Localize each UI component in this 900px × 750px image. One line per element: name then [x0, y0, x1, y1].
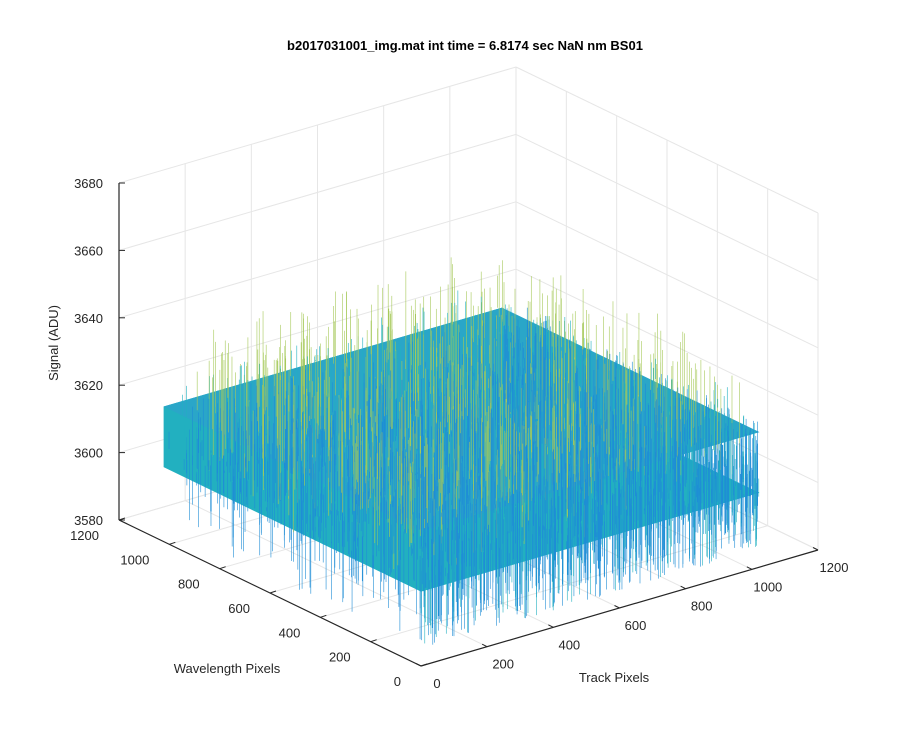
- y-tick-mark: [169, 541, 176, 545]
- z-tick-label: 3620: [74, 378, 103, 393]
- x-tick-label: 1000: [753, 579, 782, 594]
- y-tick-label: 400: [279, 625, 301, 640]
- x-tick-label: 200: [492, 657, 514, 672]
- x-tick-label: 800: [691, 599, 713, 614]
- y-tick-label: 1000: [120, 552, 149, 567]
- surface-mesh: [163, 257, 760, 645]
- y-tick-label: 800: [178, 577, 200, 592]
- grid-line: [515, 66, 819, 214]
- x-tick-label: 0: [433, 676, 440, 691]
- x-axis-label: Track Pixels: [579, 670, 650, 685]
- y-tick-mark: [420, 663, 428, 667]
- x-tick-label: 1200: [820, 560, 849, 575]
- x-tick-mark: [614, 605, 620, 609]
- z-tick-label: 3660: [74, 243, 103, 258]
- z-tick-label: 3640: [74, 311, 103, 326]
- y-tick-label: 600: [228, 601, 250, 616]
- grid-line: [118, 133, 517, 251]
- z-tick-label: 3680: [74, 176, 103, 191]
- grid-line: [118, 268, 517, 386]
- grid-line: [118, 201, 517, 319]
- grid-line: [515, 133, 819, 281]
- y-tick-label: 0: [394, 674, 401, 689]
- x-tick-mark: [680, 585, 686, 590]
- x-tick-label: 600: [625, 618, 647, 633]
- y-tick-mark: [370, 639, 377, 643]
- axes-lines: [118, 182, 819, 667]
- x-tick-mark: [415, 663, 422, 667]
- grid-line: [515, 268, 819, 416]
- y-tick-mark: [320, 614, 327, 618]
- chart-title: b2017031001_img.mat int time = 6.8174 se…: [287, 38, 643, 53]
- x-tick-mark: [812, 547, 819, 551]
- z-tick-label: 3580: [74, 513, 103, 528]
- x-tick-mark: [548, 624, 554, 628]
- y-tick-mark: [269, 590, 277, 594]
- y-axis-label: Wavelength Pixels: [174, 661, 281, 676]
- z-axis-label: Signal (ADU): [46, 305, 61, 381]
- y-tick-label: 1200: [70, 528, 99, 543]
- grid-line: [515, 201, 819, 349]
- x-tick-label: 400: [558, 637, 580, 652]
- grid-line: [370, 525, 768, 643]
- y-tick-mark: [219, 566, 226, 570]
- x-tick-mark: [746, 566, 753, 570]
- y-tick-label: 200: [329, 650, 351, 665]
- x-tick-mark: [481, 643, 488, 648]
- tick-labels: 0 200 400 600 800 1000 1200 0 200 400 600 800 1000 12…: [70, 176, 848, 691]
- grid-line: [118, 66, 517, 184]
- z-tick-label: 3600: [74, 446, 103, 461]
